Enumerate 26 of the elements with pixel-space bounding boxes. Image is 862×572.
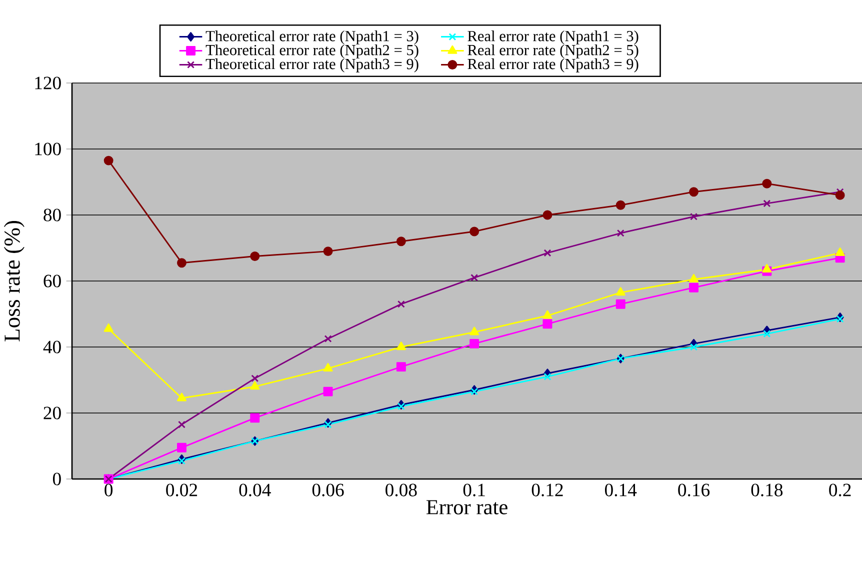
legend-label: Theoretical error rate (Npath2 = 5) — [206, 44, 418, 58]
y-axis-title: Loss rate (%) — [4, 220, 24, 342]
y-tick-label: 60 — [44, 274, 61, 288]
y-tick-label: 80 — [44, 208, 61, 222]
x-tick-label: 0.08 — [386, 484, 417, 496]
y-tick-label: 20 — [44, 406, 61, 420]
y-tick-label: 0 — [52, 472, 61, 486]
x-tick-label: 0.18 — [751, 484, 783, 496]
x-tick-label: 0.16 — [678, 484, 710, 496]
x-tick-label: 0.02 — [166, 484, 198, 496]
x-tick-label: 0.12 — [532, 484, 563, 496]
y-tick-label: 120 — [35, 76, 61, 90]
x-tick-label: 0.1 — [463, 484, 485, 496]
legend-label: Theoretical error rate (Npath1 = 3) — [206, 30, 418, 44]
x-tick-label: 0.14 — [604, 484, 637, 496]
legend-label: Real error rate (Npath3 = 9) — [468, 58, 638, 72]
y-tick-label: 100 — [35, 142, 61, 156]
x-tick-label: 0.2 — [829, 484, 851, 496]
x-axis-title: Error rate — [426, 500, 508, 514]
y-tick-label: 40 — [43, 340, 61, 354]
x-tick-label: 0.06 — [312, 484, 344, 496]
legend-label: Real error rate (Npath2 = 5) — [468, 44, 638, 58]
x-tick-label: 0 — [104, 484, 113, 496]
legend-label: Real error rate (Npath1 = 3) — [468, 30, 638, 44]
legend-label: Theoretical error rate (Npath3 = 9) — [206, 58, 418, 72]
x-tick-label: 0.04 — [239, 484, 271, 496]
